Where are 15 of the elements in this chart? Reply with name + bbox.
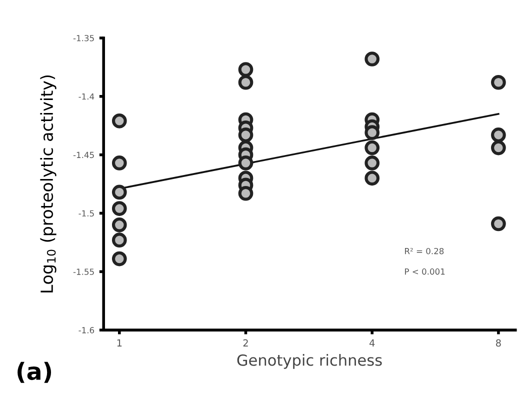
x-tick-label: 4 xyxy=(369,339,375,346)
y-tick-label: -1.5 xyxy=(78,210,94,217)
x-axis-title: Genotypic richness xyxy=(237,354,382,369)
annotation: P < 0.001 xyxy=(405,268,445,275)
x-tick-label: 1 xyxy=(117,339,122,346)
y-tick-label: -1.6 xyxy=(78,327,94,334)
y-axis-title: Log$_{10}$ (proteolytic activity) xyxy=(40,75,56,292)
y-tick-label: -1.45 xyxy=(73,152,94,158)
x-tick-label: 8 xyxy=(496,339,501,347)
y-tick-label: -1.4 xyxy=(78,93,94,100)
annotation: R² = 0.28 xyxy=(405,248,444,254)
x-tick-label: 2 xyxy=(243,339,248,346)
y-tick-label: -1.55 xyxy=(73,268,94,275)
text: (a) xyxy=(18,362,52,383)
y-tick-label: -1.35 xyxy=(73,34,94,42)
